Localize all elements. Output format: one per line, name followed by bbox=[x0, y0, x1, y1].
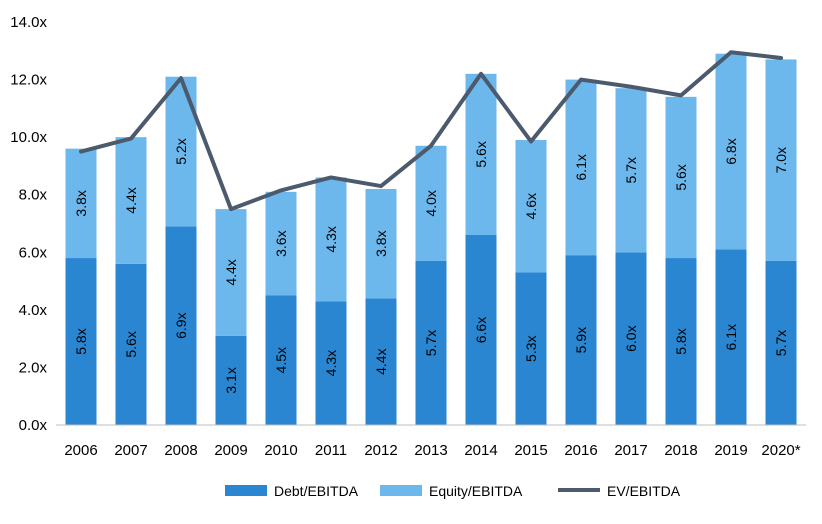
x-tick-label: 2008 bbox=[164, 442, 197, 459]
data-label-equity: 4.3x bbox=[323, 226, 339, 252]
data-label-debt: 6.1x bbox=[723, 324, 739, 350]
data-label-equity: 4.6x bbox=[523, 193, 539, 219]
x-tick-label: 2020* bbox=[761, 442, 800, 459]
y-tick-label: 10.0x bbox=[10, 129, 47, 146]
data-label-debt: 5.8x bbox=[73, 328, 89, 354]
x-tick-label: 2017 bbox=[614, 442, 647, 459]
data-label-equity: 3.6x bbox=[273, 230, 289, 256]
x-tick-label: 2007 bbox=[114, 442, 147, 459]
y-tick-label: 6.0x bbox=[19, 244, 48, 261]
legend-swatch-equity bbox=[380, 485, 422, 496]
x-tick-label: 2019 bbox=[714, 442, 747, 459]
x-tick-label: 2016 bbox=[564, 442, 597, 459]
x-tick-label: 2006 bbox=[64, 442, 97, 459]
data-label-equity: 3.8x bbox=[73, 190, 89, 216]
data-label-debt: 5.3x bbox=[523, 335, 539, 361]
legend-label-equity: Equity/EBITDA bbox=[429, 483, 523, 499]
legend-swatch-debt bbox=[225, 485, 267, 496]
data-label-equity: 7.0x bbox=[773, 147, 789, 173]
data-label-equity: 5.7x bbox=[623, 157, 639, 183]
data-label-equity: 5.6x bbox=[673, 164, 689, 190]
legend-label-ev: EV/EBITDA bbox=[607, 483, 681, 499]
x-tick-label: 2013 bbox=[414, 442, 447, 459]
data-label-debt: 6.0x bbox=[623, 325, 639, 351]
data-label-equity: 4.4x bbox=[123, 187, 139, 213]
data-label-debt: 5.9x bbox=[573, 327, 589, 353]
data-label-equity: 4.0x bbox=[423, 190, 439, 216]
y-tick-label: 4.0x bbox=[19, 302, 48, 319]
y-tick-label: 8.0x bbox=[19, 187, 48, 204]
x-tick-label: 2010 bbox=[264, 442, 297, 459]
data-label-debt: 5.6x bbox=[123, 331, 139, 357]
data-label-debt: 4.3x bbox=[323, 350, 339, 376]
data-label-equity: 3.8x bbox=[373, 230, 389, 256]
y-tick-label: 12.0x bbox=[10, 72, 47, 89]
x-tick-label: 2018 bbox=[664, 442, 697, 459]
y-axis: 0.0x 2.0x 4.0x 6.0x 8.0x 10.0x 12.0x 14.0x bbox=[10, 14, 47, 434]
data-label-equity: 6.1x bbox=[573, 154, 589, 180]
data-label-equity: 4.4x bbox=[223, 259, 239, 285]
data-label-equity: 5.2x bbox=[173, 138, 189, 164]
data-label-debt: 6.6x bbox=[473, 317, 489, 343]
x-tick-label: 2014 bbox=[464, 442, 497, 459]
x-tick-label: 2012 bbox=[364, 442, 397, 459]
data-label-equity: 5.6x bbox=[473, 141, 489, 167]
legend-label-debt: Debt/EBITDA bbox=[274, 483, 359, 499]
bars bbox=[66, 54, 797, 425]
data-label-debt: 4.5x bbox=[273, 347, 289, 373]
y-tick-label: 2.0x bbox=[19, 359, 48, 376]
legend: Debt/EBITDA Equity/EBITDA EV/EBITDA bbox=[225, 483, 681, 499]
x-axis: 2006 2007 2008 2009 2010 2011 2012 2013 2014 2015… bbox=[56, 425, 806, 459]
y-tick-label: 0.0x bbox=[19, 417, 48, 434]
data-label-debt: 6.9x bbox=[173, 312, 189, 338]
data-label-debt: 4.4x bbox=[373, 348, 389, 374]
x-tick-label: 2011 bbox=[315, 442, 347, 459]
data-label-debt: 5.7x bbox=[773, 330, 789, 356]
data-label-equity: 6.8x bbox=[723, 138, 739, 164]
data-label-debt: 3.1x bbox=[223, 367, 239, 393]
x-tick-label: 2009 bbox=[214, 442, 247, 459]
data-label-debt: 5.7x bbox=[423, 330, 439, 356]
y-tick-label: 14.0x bbox=[10, 14, 47, 31]
data-label-debt: 5.8x bbox=[673, 328, 689, 354]
x-tick-label: 2015 bbox=[514, 442, 547, 459]
